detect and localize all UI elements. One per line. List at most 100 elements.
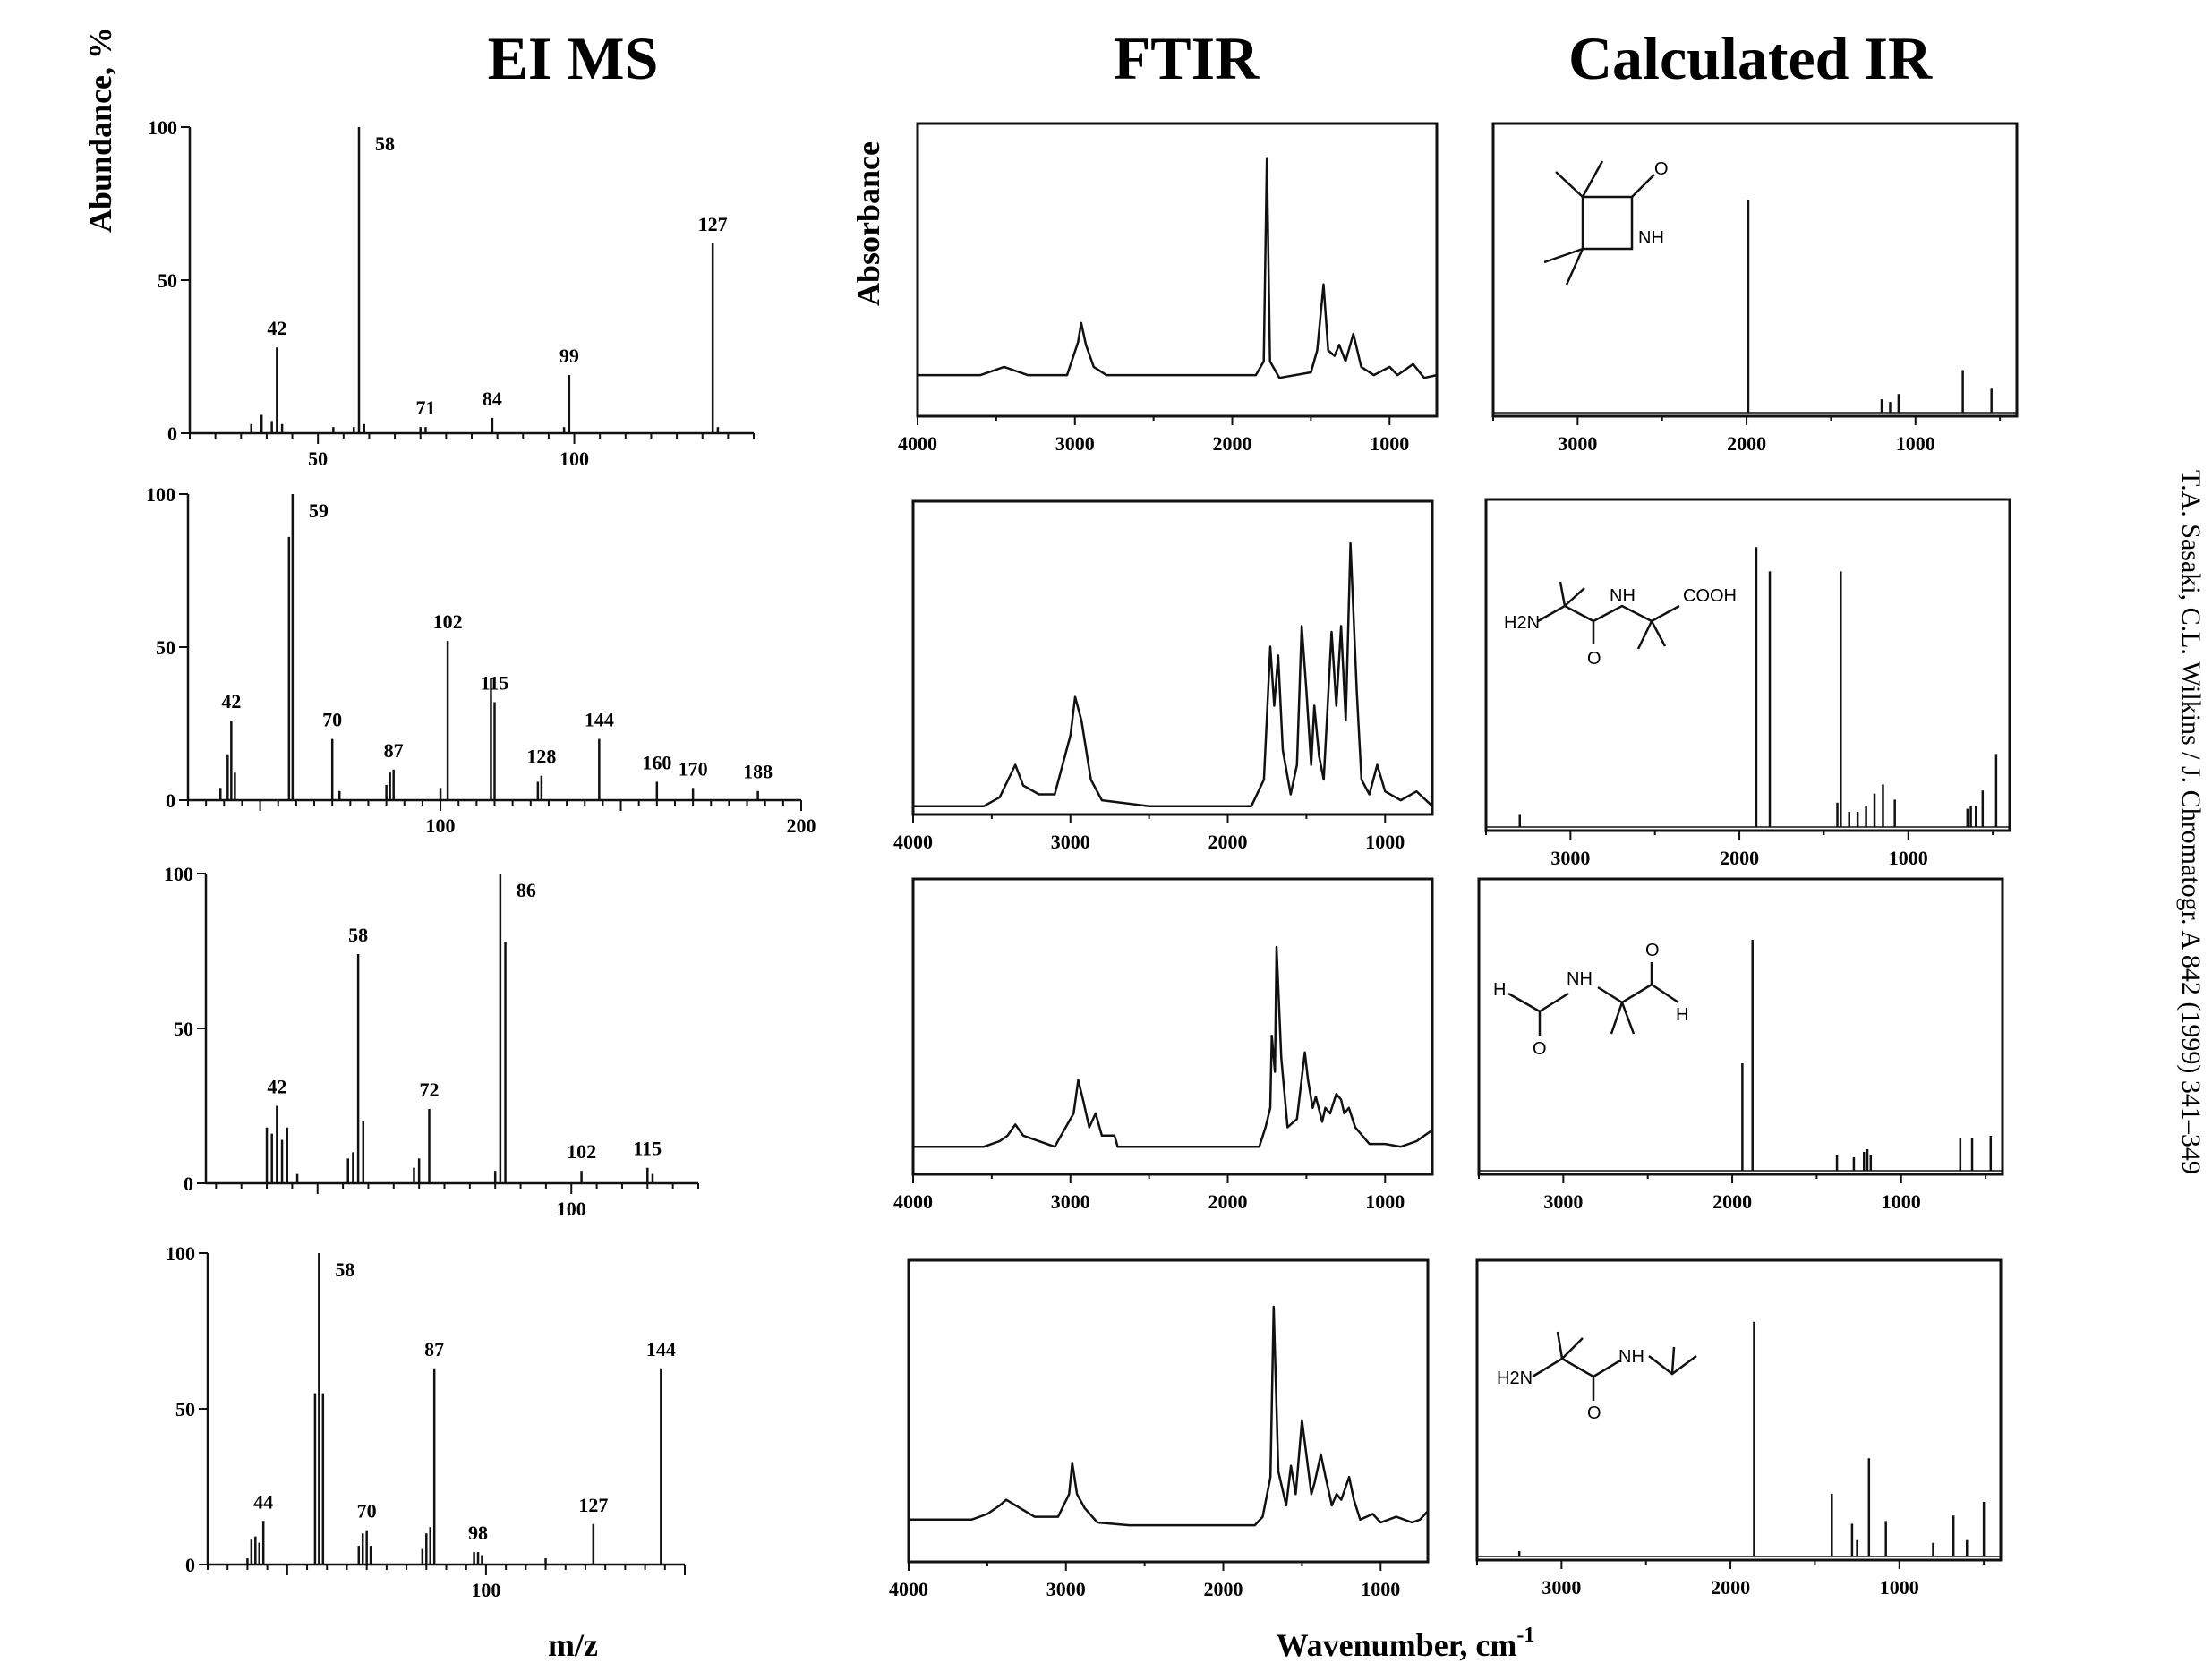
- ftir-x-tick-label: 3000: [1046, 1578, 1086, 1600]
- ms-x-tick-label: 100: [471, 1579, 500, 1601]
- ms-peak-label: 70: [357, 1500, 377, 1522]
- calc-ir-x-tick-label: 1000: [1882, 1190, 1921, 1213]
- calc-ir-chart-2: 3000 2000 1000: [1484, 498, 2011, 869]
- ms-y-tick-label: 50: [174, 1018, 193, 1040]
- ms-peak-label: 58: [335, 1258, 354, 1281]
- ms-peak-label: 58: [375, 132, 395, 155]
- structure-3-label: H: [1676, 1005, 1688, 1025]
- ms-peak-label: 72: [419, 1079, 439, 1101]
- ftir-chart-3: 4000 3000 2000 1000: [893, 877, 1434, 1213]
- ftir-x-tick-label: 1000: [1361, 1578, 1400, 1600]
- calc-ir-x-tick-label: 1000: [1889, 847, 1928, 869]
- structure-4-label: H2N: [1497, 1369, 1533, 1388]
- ftir-x-tick-label: 3000: [1051, 1190, 1090, 1213]
- calc-ir-frame: [1491, 122, 2019, 418]
- ftir-y-axis-label: Absorbance: [850, 141, 886, 306]
- ms-peak-label: 71: [415, 397, 435, 419]
- ms-y-tick-label: 0: [167, 422, 177, 445]
- ms-peak-label: 115: [633, 1138, 662, 1160]
- calc-ir-x-tick-label: 2000: [1727, 432, 1766, 455]
- ftir-x-tick-label: 1000: [1365, 1190, 1405, 1213]
- ftir-frame: [911, 877, 1434, 1176]
- ftir-x-tick-label: 4000: [898, 432, 937, 455]
- ftir-x-tick-label: 1000: [1365, 831, 1405, 853]
- ms-peak-label: 144: [585, 709, 614, 731]
- ftir-chart-1: 4000 3000 2000 1000: [898, 122, 1439, 455]
- ms-chart-3: 100 0 50 100 42 58 72 86 102 115: [164, 863, 699, 1220]
- ir-x-axis-label: Wavenumber, cm-1: [1277, 1624, 1535, 1663]
- ms-peak-label: 87: [384, 739, 404, 762]
- ms-y-tick-label: 100: [146, 483, 175, 506]
- ms-peak-label: 99: [559, 345, 579, 367]
- structure-3-label: NH: [1567, 969, 1593, 989]
- structure-3-label: O: [1645, 941, 1660, 960]
- calc-ir-x-tick-label: 2000: [1712, 1190, 1752, 1213]
- structure-2-label: COOH: [1683, 586, 1737, 606]
- ms-y-axis-label: Abundance, %: [82, 27, 118, 233]
- ms-column-title: EI MS: [488, 24, 659, 92]
- ms-y-tick-label: 0: [184, 1173, 193, 1195]
- structure-2: [1537, 581, 1680, 650]
- ms-peak-label: 98: [468, 1522, 488, 1544]
- ms-peak-label: 59: [309, 499, 329, 522]
- ir-x-axis-label-sup: -1: [1516, 1624, 1534, 1647]
- ms-chart-4: 100 0 50 100 44 58 70 87 98 127 144: [166, 1242, 686, 1601]
- calc-ir-x-tick-label: 2000: [1720, 847, 1759, 869]
- calc-ir-x-tick-label: 1000: [1880, 1576, 1919, 1599]
- calc-ir-chart-3: 3000 2000 1000: [1477, 877, 2004, 1213]
- ms-peak-label: 144: [646, 1338, 676, 1360]
- ms-peak-label: 84: [483, 388, 502, 410]
- ms-x-tick-label: 100: [426, 814, 456, 837]
- calc-ir-x-tick-label: 3000: [1550, 847, 1590, 869]
- ftir-x-tick-label: 2000: [1204, 1578, 1243, 1600]
- ftir-spectrum-line: [913, 945, 1433, 1148]
- structure-3: [1507, 962, 1679, 1036]
- ftir-x-tick-label: 4000: [889, 1578, 928, 1600]
- structure-2-label: H2N: [1504, 613, 1540, 633]
- structure-1-label: O: [1654, 159, 1669, 179]
- ftir-x-tick-label: 3000: [1051, 831, 1090, 853]
- ms-peak-label: 115: [481, 672, 509, 695]
- ms-peak-label: 102: [567, 1140, 596, 1163]
- ftir-x-tick-label: 1000: [1370, 432, 1409, 455]
- ftir-x-tick-label: 4000: [893, 831, 933, 853]
- ms-peak-label: 58: [348, 924, 368, 946]
- structure-2-label: NH: [1610, 586, 1636, 606]
- ms-peak-label: 160: [642, 751, 671, 773]
- ms-x-tick-label: 100: [557, 1198, 586, 1220]
- ftir-x-tick-label: 2000: [1208, 831, 1248, 853]
- calc-ir-x-tick-label: 2000: [1711, 1576, 1750, 1599]
- ms-y-tick-label: 100: [148, 116, 177, 139]
- calc-ir-frame: [1477, 877, 2004, 1176]
- calc-ir-x-tick-label: 1000: [1896, 432, 1935, 455]
- citation: T.A. Sasaki, C.L. Wilkins / J. Chromatog…: [2176, 470, 2206, 1174]
- structure-1-label: NH: [1638, 228, 1664, 248]
- ir-x-axis-label-text: Wavenumber, cm: [1277, 1627, 1517, 1663]
- ms-y-tick-label: 50: [175, 1398, 195, 1420]
- ftir-x-tick-label: 2000: [1213, 432, 1252, 455]
- ftir-x-tick-label: 3000: [1055, 432, 1095, 455]
- calc-ir-column-title: Calculated IR: [1568, 24, 1933, 92]
- ftir-chart-2: 4000 3000 2000 1000: [893, 499, 1434, 853]
- structure-3-label: H: [1493, 980, 1506, 1000]
- ftir-frame: [907, 1258, 1430, 1564]
- structure-4: [1532, 1331, 1697, 1401]
- ms-peak-label: 188: [743, 761, 773, 783]
- ms-peak-label: 86: [517, 879, 536, 901]
- structure-4-label: NH: [1618, 1347, 1644, 1367]
- ftir-spectrum-line: [909, 1305, 1429, 1527]
- ms-peak-label: 102: [433, 610, 463, 633]
- ms-peak-label: 44: [253, 1490, 273, 1513]
- ms-chart-2: 100 200 0 50 100 42 59 70 87 102 115 128 144 160 170 18…: [146, 483, 816, 837]
- structure-2-label: O: [1587, 649, 1601, 669]
- structure-1: [1543, 160, 1655, 286]
- ms-y-tick-label: 100: [166, 1242, 195, 1265]
- ms-peak-label: 127: [578, 1494, 608, 1516]
- ftir-chart-4: 4000 3000 2000 1000: [889, 1258, 1430, 1600]
- calc-ir-x-tick-label: 3000: [1558, 432, 1597, 455]
- structure-4-label: O: [1587, 1403, 1601, 1423]
- calc-ir-x-tick-label: 3000: [1542, 1576, 1581, 1599]
- ftir-frame: [916, 122, 1439, 418]
